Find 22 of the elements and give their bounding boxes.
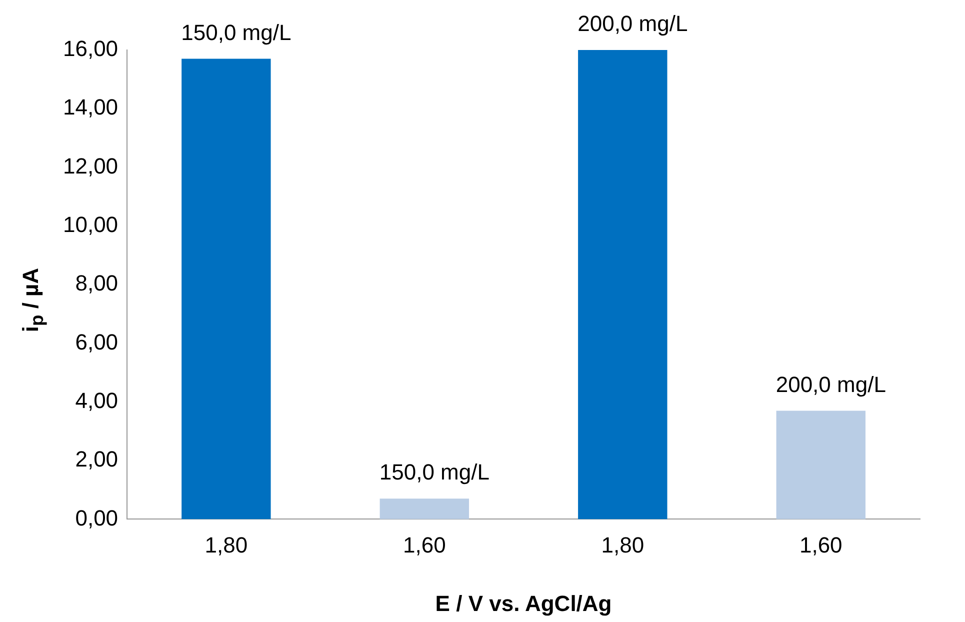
- y-tick-label: 6,00: [75, 329, 118, 354]
- bar: [776, 410, 866, 520]
- y-tick-label: 14,00: [62, 94, 118, 120]
- y-tick-label: 16,00: [62, 36, 118, 62]
- bar: [380, 498, 470, 520]
- x-axis-title: E / V vs. AgCl/Ag: [435, 590, 612, 616]
- bar: [182, 58, 271, 520]
- x-tick-label: 1,80: [601, 532, 644, 558]
- x-tick-label: 1,60: [402, 532, 446, 558]
- text: 200,0 mg/L: [578, 11, 688, 36]
- y-tick-label: 12,00: [62, 153, 118, 178]
- annotation: 200,0 mg/L: [776, 372, 886, 397]
- annotation: 150,0 mg/L: [379, 460, 490, 485]
- x-tick-label: 1,80: [204, 532, 248, 558]
- y-tick-label: 0,00: [75, 505, 118, 530]
- bar: [578, 50, 668, 520]
- y-tick-label: 10,00: [62, 212, 118, 238]
- y-tick-label: 8,00: [75, 270, 118, 296]
- text: 150,0 mg/L: [181, 20, 292, 45]
- y-tick-label: 4,00: [75, 388, 118, 413]
- y-tick-label: 2,00: [75, 446, 118, 472]
- x-tick-label: 1,60: [799, 532, 842, 558]
